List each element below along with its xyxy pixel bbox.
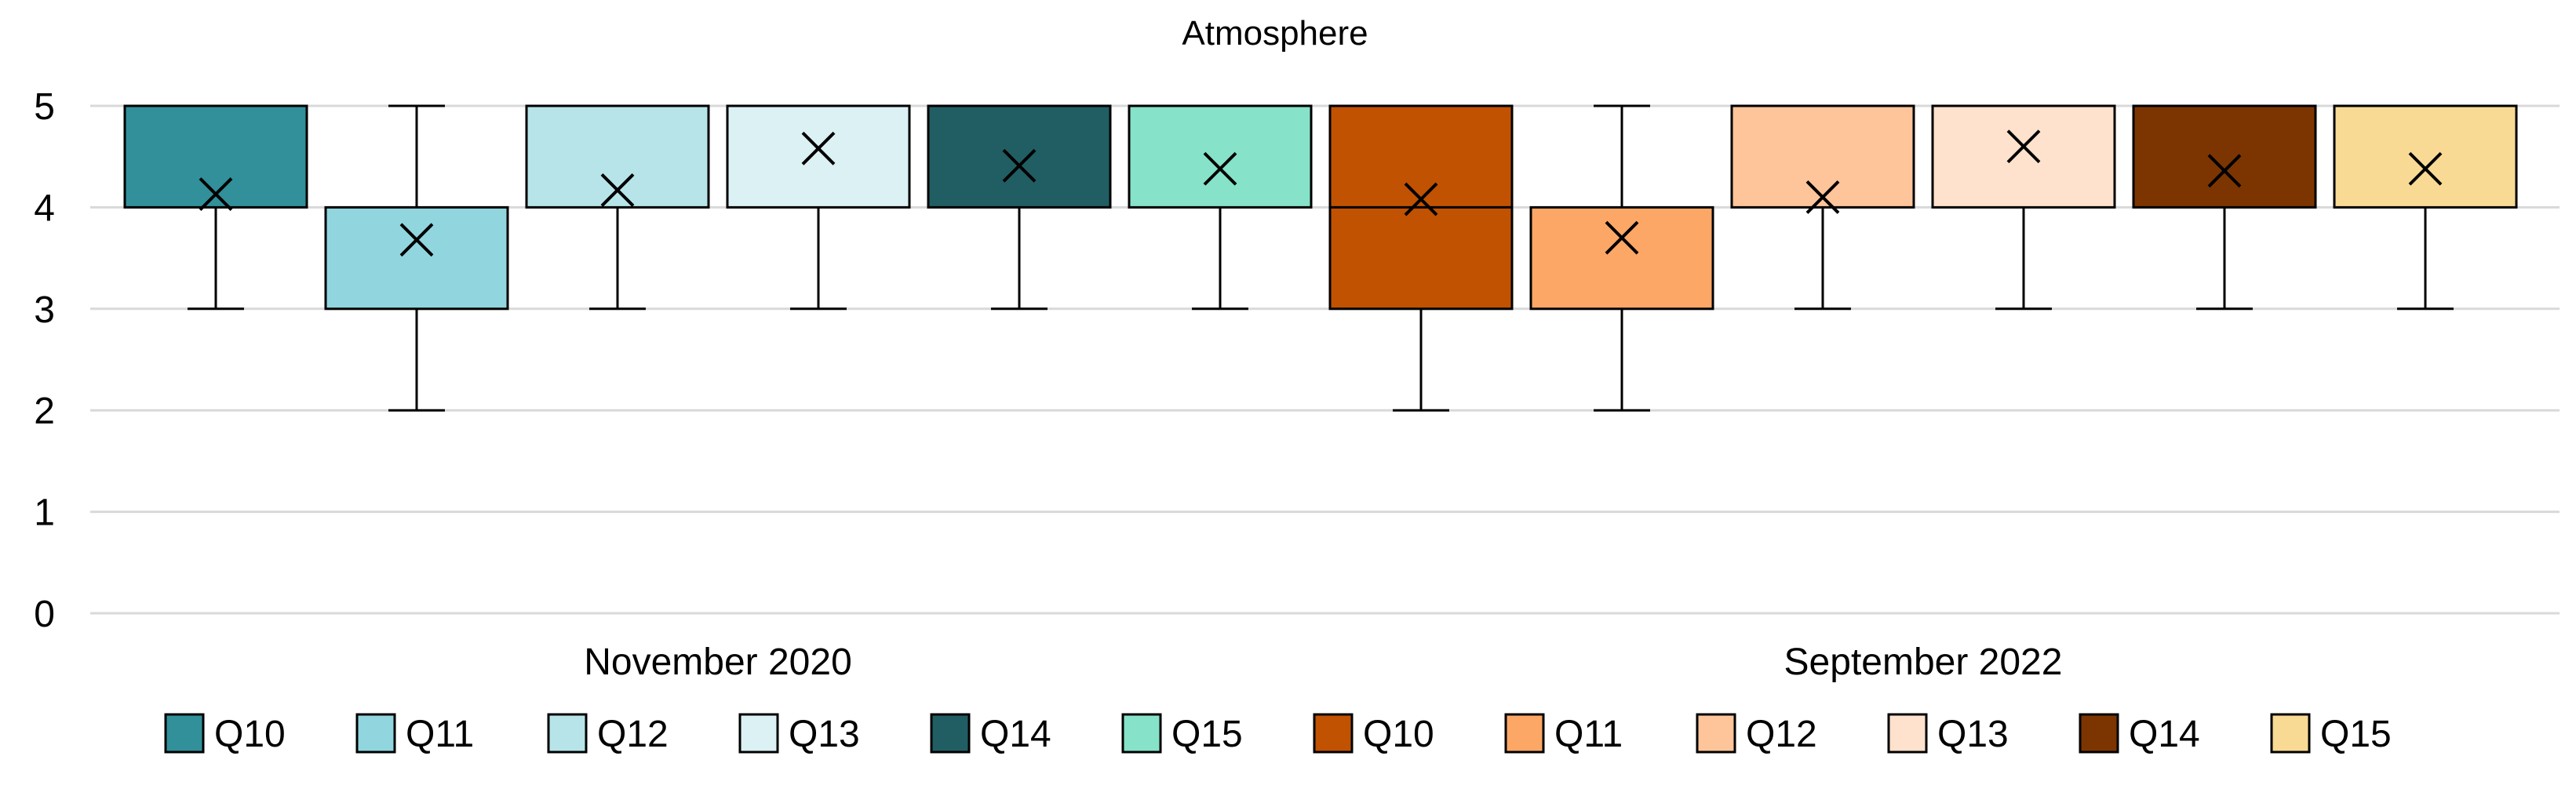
y-axis-tick-labels: 0 1 2 3 4 5 — [34, 86, 55, 635]
box-q14 — [927, 104, 1112, 311]
legend-label: Q15 — [1171, 714, 1243, 755]
legend-label: Q12 — [597, 714, 669, 755]
legend-swatch — [1696, 713, 1736, 754]
legend-label: Q10 — [1363, 714, 1434, 755]
mean-marker — [2408, 151, 2443, 186]
x-group-label: November 2020 — [584, 641, 852, 683]
box-body — [1529, 205, 1714, 311]
box-series — [123, 104, 2518, 412]
mean-marker-stroke — [2408, 151, 2443, 186]
legend-swatch — [738, 713, 779, 754]
mean-marker-stroke — [1203, 151, 1237, 186]
legend-swatch — [164, 713, 205, 754]
mean-marker — [1002, 148, 1037, 183]
box-q13 — [726, 104, 911, 311]
legend-item: Q10 — [164, 713, 286, 755]
box-q14 — [2132, 104, 2317, 311]
y-tick-label: 0 — [34, 594, 55, 635]
legend-label: Q13 — [1937, 714, 2009, 755]
mean-marker-stroke — [2006, 129, 2041, 164]
box-body — [2132, 104, 2317, 209]
legend-item: Q10 — [1313, 713, 1434, 755]
box-q15 — [1128, 104, 1313, 311]
legend-item: Q11 — [1504, 713, 1623, 755]
legend-item: Q11 — [355, 713, 474, 755]
y-tick-label: 3 — [34, 289, 55, 331]
legend-item: Q12 — [547, 713, 669, 755]
y-tick-label: 4 — [34, 187, 55, 229]
y-tick-label: 1 — [34, 492, 55, 534]
mean-marker-stroke — [1002, 148, 1037, 183]
legend-swatch — [547, 713, 588, 754]
legend-swatch — [2270, 713, 2311, 754]
legend-swatch — [1887, 713, 1928, 754]
box-q11 — [1529, 104, 1714, 412]
mean-marker — [600, 173, 635, 207]
legend-label: Q12 — [1746, 714, 1817, 755]
mean-marker-stroke — [1805, 180, 1840, 214]
box-q10 — [1328, 104, 1514, 412]
legend-item: Q15 — [2270, 713, 2392, 755]
box-q13 — [1931, 104, 2116, 311]
legend-swatch — [355, 713, 396, 754]
box-q11 — [324, 104, 509, 412]
legend-swatch — [1121, 713, 1162, 754]
y-tick-label: 2 — [34, 391, 55, 432]
legend-label: Q10 — [214, 714, 286, 755]
legend-label: Q11 — [1554, 714, 1623, 755]
chart-legend: Q10 Q11 Q12 Q13 Q14 Q15 Q10 Q11 Q12 Q13 Q14 Q15 — [164, 713, 2392, 755]
legend-swatch — [1313, 713, 1354, 754]
legend-swatch — [1504, 713, 1545, 754]
legend-item: Q15 — [1121, 713, 1243, 755]
legend-label: Q14 — [2129, 714, 2200, 755]
mean-marker — [2207, 154, 2242, 188]
mean-marker-stroke — [2207, 154, 2242, 188]
box-q12 — [525, 104, 710, 311]
legend-item: Q13 — [738, 713, 860, 755]
mean-marker-stroke — [199, 177, 233, 211]
mean-marker — [1203, 151, 1237, 186]
x-axis-group-labels: November 2020 September 2022 — [584, 641, 2062, 683]
legend-swatch — [930, 713, 971, 754]
mean-marker — [1805, 180, 1840, 214]
legend-swatch — [2079, 713, 2119, 754]
legend-item: Q13 — [1887, 713, 2009, 755]
box-q12 — [1730, 104, 1915, 311]
mean-marker-stroke — [1605, 220, 1639, 255]
box-body — [927, 104, 1112, 209]
box-body — [1128, 104, 1313, 209]
mean-marker-stroke — [600, 173, 635, 207]
box-body — [726, 104, 911, 209]
legend-label: Q14 — [980, 714, 1051, 755]
y-tick-label: 5 — [34, 86, 55, 128]
mean-marker — [1404, 182, 1438, 216]
mean-marker — [2006, 129, 2041, 164]
box-body — [1931, 104, 2116, 209]
legend-label: Q11 — [406, 714, 474, 755]
legend-label: Q13 — [789, 714, 860, 755]
box-body — [324, 205, 509, 311]
mean-marker — [199, 177, 233, 211]
legend-label: Q15 — [2320, 714, 2392, 755]
mean-marker-stroke — [1404, 182, 1438, 216]
mean-marker — [399, 223, 434, 257]
mean-marker — [801, 131, 836, 165]
legend-item: Q14 — [2079, 713, 2200, 755]
box-body — [1730, 104, 1915, 209]
box-body — [2333, 104, 2518, 209]
x-group-label: September 2022 — [1784, 641, 2063, 683]
box-q15 — [2333, 104, 2518, 311]
mean-marker-stroke — [399, 223, 434, 257]
legend-item: Q12 — [1696, 713, 1817, 755]
box-body — [123, 104, 308, 209]
mean-marker-stroke — [801, 131, 836, 165]
box-q10 — [123, 104, 308, 311]
chart-title: Atmosphere — [1182, 14, 1368, 53]
mean-marker — [1605, 220, 1639, 255]
legend-item: Q14 — [930, 713, 1051, 755]
